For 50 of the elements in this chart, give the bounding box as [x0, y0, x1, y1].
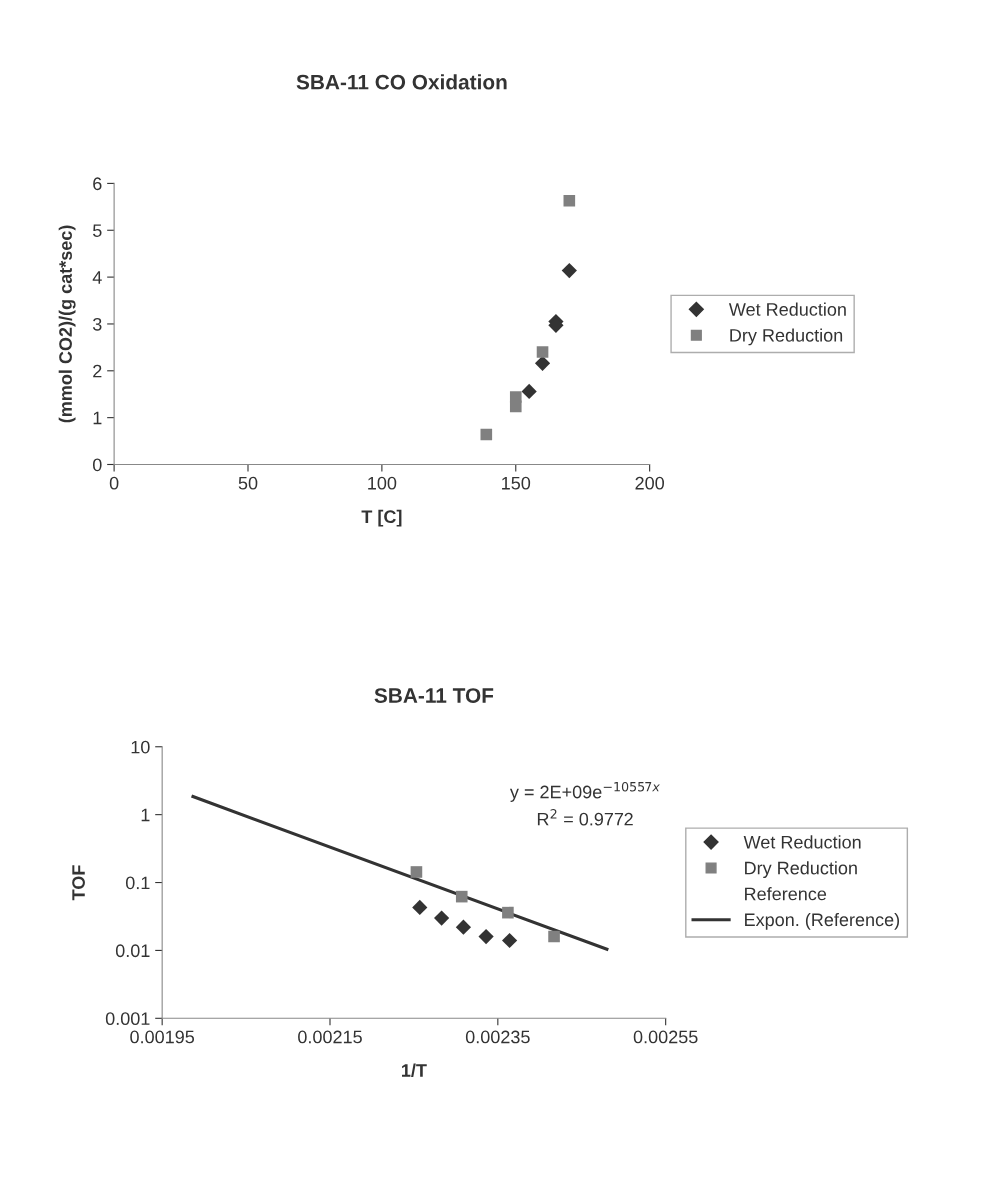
legend-label: Expon. (Reference): [745, 912, 900, 930]
y-tick-label: 10: [131, 740, 150, 754]
x-tick-label: 0.00235: [465, 1030, 530, 1044]
point: [455, 919, 472, 935]
point: [563, 194, 576, 207]
y-tick-label: 1: [141, 808, 150, 822]
x-tick-label: 100: [368, 476, 397, 490]
y-axis-title: (mmol CO2)/(g cat*sec): [58, 225, 76, 423]
point: [455, 890, 468, 903]
y-tick-label: 1: [93, 411, 102, 425]
y-tick-label: 0.1: [125, 876, 150, 890]
x-tick-label: 50: [238, 476, 258, 490]
x-axis-title: T [C]: [361, 509, 402, 527]
y-tick-label: 0: [92, 458, 102, 472]
legend-label: Dry Reduction: [730, 328, 843, 346]
y-tick-label: 2: [93, 364, 102, 378]
point: [536, 346, 549, 358]
y-tick-label: 6: [93, 177, 102, 191]
point: [412, 899, 428, 916]
point: [478, 928, 494, 945]
y-tick-label: 0.01: [115, 944, 150, 958]
legend-label: Wet Reduction: [743, 835, 861, 849]
annotation: y = 2E+09e$^{−10557x}$: [509, 781, 660, 802]
x-tick-label: 200: [635, 476, 665, 490]
x-tick-label: 0.00215: [298, 1030, 362, 1044]
point: [561, 262, 577, 279]
y-tick-label: 4: [92, 271, 102, 284]
legend-label: Wet Reduction: [728, 302, 846, 316]
point: [521, 383, 537, 400]
y-tick-label: 5: [92, 224, 102, 237]
chart-title: SBA-11 CO Oxidation: [296, 74, 507, 90]
point: [410, 866, 423, 878]
x-axis-title: 1/T: [402, 1063, 427, 1078]
point: [434, 910, 450, 926]
y-axis-title: TOF: [72, 865, 85, 901]
x-tick-label: 0.00195: [130, 1030, 195, 1044]
chart-title: SBA-11 TOF: [374, 688, 494, 703]
x-tick-label: 0.00255: [633, 1030, 698, 1044]
legend-label: Dry Reduction: [745, 861, 857, 879]
point: [480, 428, 493, 441]
x-tick-label: 150: [502, 476, 531, 490]
annotation: R$^{2}$ = 0.9772: [537, 809, 633, 826]
y-tick-label: 3: [92, 317, 102, 331]
point: [502, 906, 514, 919]
point: [501, 932, 518, 949]
point: [548, 930, 560, 943]
point: [534, 355, 551, 371]
point: [509, 400, 522, 413]
y-tick-label: 0.001: [105, 1012, 150, 1026]
legend-label: Reference: [745, 887, 827, 901]
